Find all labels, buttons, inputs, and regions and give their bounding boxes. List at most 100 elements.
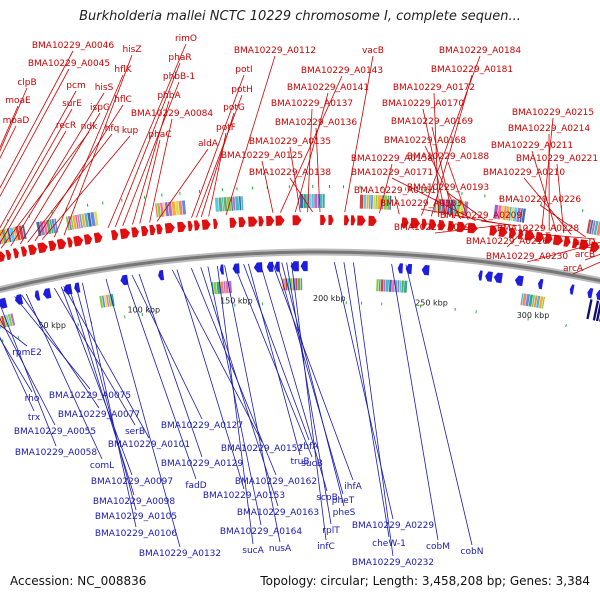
forward-gene-label: BMA10229_A0211 xyxy=(491,141,573,151)
reverse-gene-label: BMA10229_A0163 xyxy=(237,508,319,518)
forward-gene-arrow xyxy=(0,251,6,262)
feature-marker xyxy=(361,301,362,305)
annotation-block xyxy=(15,226,21,241)
forward-leader-line xyxy=(539,204,586,238)
annotation-block xyxy=(388,279,392,292)
annotation-block xyxy=(380,279,384,292)
forward-leader-line xyxy=(344,55,374,213)
feature-marker xyxy=(420,304,422,308)
feature-marker xyxy=(198,190,201,194)
annotation-block xyxy=(162,202,166,217)
forward-leader-line xyxy=(0,87,28,152)
annotation-block xyxy=(368,194,371,209)
annotation-block xyxy=(376,279,379,292)
forward-gene-label: BMA10229_A0125 xyxy=(221,151,303,161)
forward-gene-label: moaE xyxy=(5,96,31,106)
forward-gene-arrow xyxy=(266,215,275,226)
reverse-gene-label: cobM xyxy=(426,542,450,552)
reverse-leader-line xyxy=(291,262,327,541)
reverse-gene-label: BMA10229_A0153 xyxy=(203,491,285,501)
feature-marker xyxy=(405,187,407,191)
forward-gene-label: BMA10229_A0226 xyxy=(499,195,582,205)
reverse-gene-arrow xyxy=(232,263,240,274)
forward-leader-line xyxy=(537,233,596,240)
forward-gene-arrow xyxy=(83,234,93,245)
feature-marker xyxy=(17,335,20,339)
forward-gene-label: BMA10229_A0045 xyxy=(28,59,110,69)
annotation-block xyxy=(403,280,408,293)
forward-leader-line xyxy=(584,253,600,261)
reverse-gene-label: rbfA xyxy=(300,442,320,452)
reverse-gene-label: BMA10229_A0232 xyxy=(352,558,434,568)
forward-leader-line xyxy=(379,163,393,214)
forward-leader-line xyxy=(200,112,235,218)
forward-leader-line xyxy=(394,195,400,215)
forward-gene-arrow xyxy=(248,216,258,227)
annotation-block xyxy=(39,221,46,236)
forward-leader-line xyxy=(447,192,489,223)
feature-marker xyxy=(499,196,501,200)
forward-leader-line xyxy=(289,177,313,213)
reverse-leader-line xyxy=(405,264,473,546)
forward-leader-line xyxy=(114,62,181,228)
forward-gene-arrow xyxy=(238,217,246,228)
feature-marker xyxy=(221,188,223,192)
forward-gene-label: arcB xyxy=(575,250,595,260)
feature-marker xyxy=(345,301,347,305)
annotation-block xyxy=(157,203,161,218)
forward-gene-arrow xyxy=(56,238,67,250)
forward-gene-label: BMA10229_A0170 xyxy=(382,99,465,109)
feature-marker xyxy=(261,302,263,306)
annotation-block xyxy=(84,213,89,228)
annotation-block xyxy=(589,219,594,234)
reverse-leader-line xyxy=(124,275,197,480)
forward-gene-label: BMA10229_A0141 xyxy=(287,83,369,93)
reverse-gene-arrow xyxy=(34,290,41,301)
forward-gene-arrow xyxy=(508,227,517,239)
annotation-block xyxy=(226,196,232,211)
forward-gene-label: surE xyxy=(62,99,82,109)
feature-marker xyxy=(251,186,253,190)
forward-leader-line xyxy=(523,177,572,235)
feature-marker xyxy=(236,187,238,191)
reverse-leader-line xyxy=(138,273,203,458)
forward-leader-line xyxy=(27,133,113,243)
forward-gene-arrow xyxy=(401,217,409,228)
forward-leader-line xyxy=(433,92,440,218)
feature-marker xyxy=(102,201,104,205)
forward-leader-line xyxy=(41,135,131,240)
annotation-block xyxy=(235,196,240,211)
reverse-leader-line xyxy=(281,262,345,507)
reverse-gene-label: BMA10229_A0132 xyxy=(139,549,221,559)
forward-gene-label: BMA10229_A0188 xyxy=(407,152,490,162)
reverse-gene-arrow xyxy=(0,297,8,309)
forward-gene-arrow xyxy=(467,222,478,234)
reverse-leader-line xyxy=(105,278,181,548)
reverse-gene-label: BMA10229_A0077 xyxy=(58,410,140,420)
annotation-block xyxy=(99,295,104,308)
forward-gene-label: hflK xyxy=(114,65,132,75)
reverse-leader-line xyxy=(0,303,57,447)
reverse-gene-arrow xyxy=(43,288,52,299)
reverse-gene-label: pheS xyxy=(333,508,356,518)
reverse-gene-arrow xyxy=(596,289,600,301)
forward-gene-arrow xyxy=(489,225,498,236)
annotation-block xyxy=(220,281,224,294)
annotation-block xyxy=(225,281,229,294)
reverse-leader-line xyxy=(131,274,203,420)
forward-gene-label: BMA10229_A0171 xyxy=(351,168,433,178)
forward-gene-arrow xyxy=(111,229,119,241)
annotation-block xyxy=(322,194,325,208)
forward-gene-label: rimO xyxy=(175,34,197,44)
reverse-gene-arrow xyxy=(493,272,503,284)
forward-gene-arrow xyxy=(320,215,326,225)
forward-leader-line xyxy=(132,100,170,225)
annotation-block xyxy=(68,216,72,231)
kbp-tick-label: 300 kbp xyxy=(517,311,550,320)
forward-leader-line xyxy=(191,74,245,218)
annotation-block xyxy=(238,196,242,211)
forward-leader-line xyxy=(19,112,101,245)
annotation-block xyxy=(164,202,169,217)
forward-leader-line xyxy=(261,160,274,213)
